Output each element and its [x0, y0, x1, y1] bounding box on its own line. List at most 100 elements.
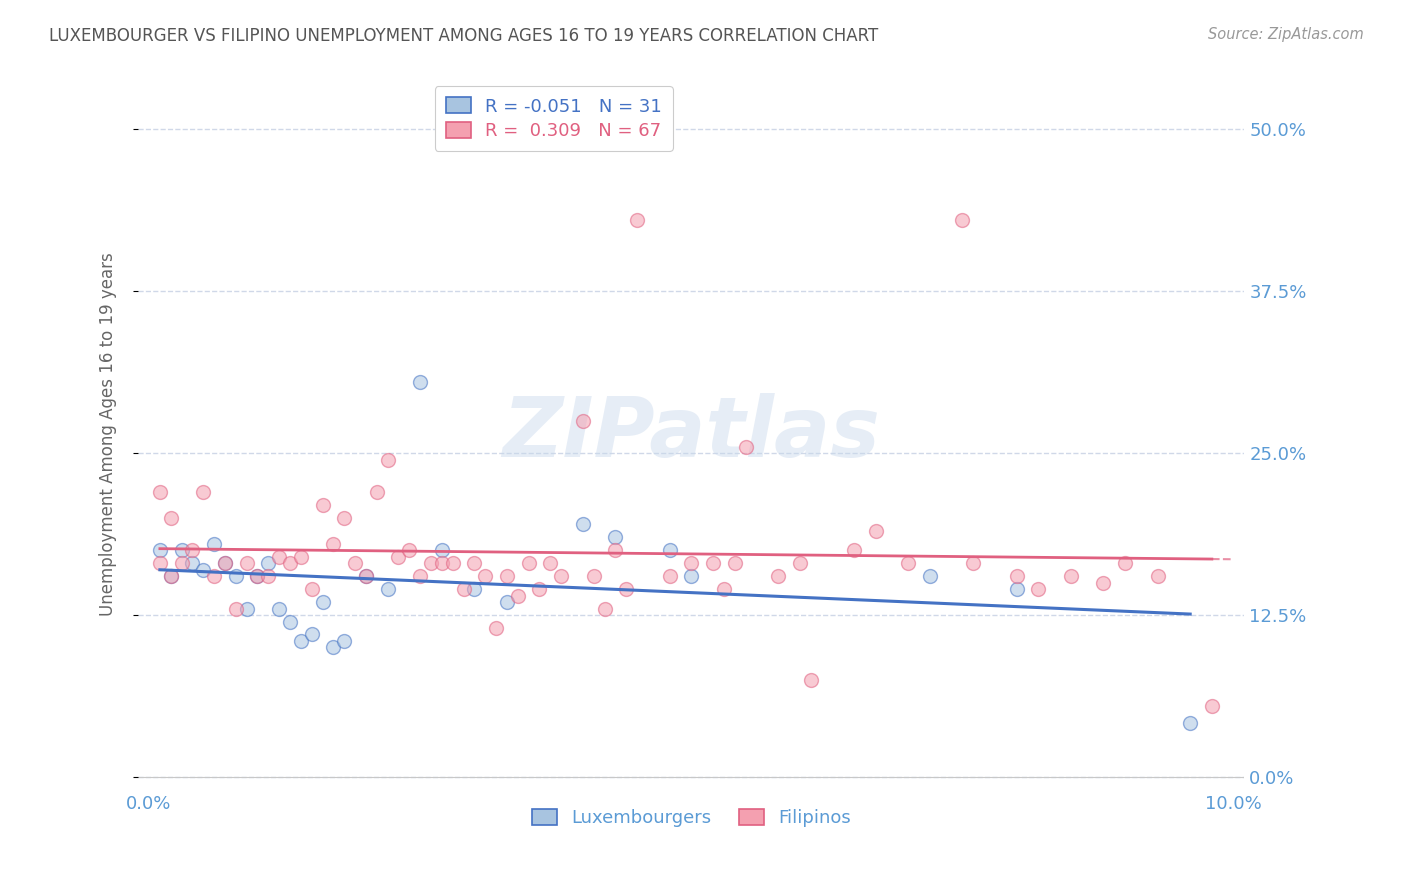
Point: [225, 569, 247, 583]
Point: [290, 634, 312, 648]
Point: [377, 452, 399, 467]
Point: [278, 615, 301, 629]
Point: [420, 556, 443, 570]
Point: [235, 556, 257, 570]
Point: [529, 582, 551, 596]
Y-axis label: Unemployment Among Ages 16 to 19 years: Unemployment Among Ages 16 to 19 years: [100, 252, 117, 615]
Point: [474, 569, 496, 583]
Point: [193, 563, 215, 577]
Point: [1060, 569, 1083, 583]
Point: [865, 524, 887, 538]
Point: [918, 569, 941, 583]
Point: [159, 569, 181, 583]
Point: [1114, 556, 1136, 570]
Point: [170, 556, 193, 570]
Point: [311, 498, 333, 512]
Point: [789, 556, 811, 570]
Point: [311, 595, 333, 609]
Point: [842, 543, 865, 558]
Point: [713, 582, 735, 596]
Point: [290, 549, 312, 564]
Point: [605, 530, 627, 544]
Point: [377, 582, 399, 596]
Point: [1146, 569, 1168, 583]
Point: [572, 414, 595, 428]
Point: [193, 485, 215, 500]
Point: [658, 543, 681, 558]
Point: [1005, 569, 1028, 583]
Point: [202, 537, 225, 551]
Point: [593, 601, 616, 615]
Point: [496, 569, 519, 583]
Point: [354, 569, 377, 583]
Point: [453, 582, 475, 596]
Point: [1005, 582, 1028, 596]
Point: [159, 569, 181, 583]
Point: [614, 582, 637, 596]
Point: [681, 569, 703, 583]
Point: [766, 569, 789, 583]
Point: [181, 556, 204, 570]
Point: [897, 556, 920, 570]
Point: [149, 543, 172, 558]
Point: [214, 556, 236, 570]
Point: [430, 543, 453, 558]
Point: [800, 673, 823, 687]
Point: [246, 569, 269, 583]
Point: [734, 440, 756, 454]
Point: [952, 213, 974, 227]
Point: [354, 569, 377, 583]
Point: [235, 601, 257, 615]
Point: [1178, 715, 1201, 730]
Text: LUXEMBOURGER VS FILIPINO UNEMPLOYMENT AMONG AGES 16 TO 19 YEARS CORRELATION CHAR: LUXEMBOURGER VS FILIPINO UNEMPLOYMENT AM…: [49, 27, 879, 45]
Point: [1028, 582, 1050, 596]
Point: [962, 556, 984, 570]
Point: [702, 556, 724, 570]
Point: [269, 601, 291, 615]
Point: [582, 569, 605, 583]
Point: [202, 569, 225, 583]
Point: [322, 537, 344, 551]
Point: [387, 549, 409, 564]
Point: [344, 556, 367, 570]
Point: [463, 556, 485, 570]
Point: [409, 569, 432, 583]
Point: [246, 569, 269, 583]
Point: [149, 485, 172, 500]
Point: [626, 213, 648, 227]
Point: [572, 517, 595, 532]
Point: [366, 485, 388, 500]
Point: [170, 543, 193, 558]
Point: [496, 595, 519, 609]
Point: [724, 556, 747, 570]
Text: Source: ZipAtlas.com: Source: ZipAtlas.com: [1208, 27, 1364, 42]
Point: [1092, 575, 1115, 590]
Point: [605, 543, 627, 558]
Point: [463, 582, 485, 596]
Legend: Luxembourgers, Filipinos: Luxembourgers, Filipinos: [524, 802, 858, 834]
Point: [214, 556, 236, 570]
Point: [681, 556, 703, 570]
Point: [441, 556, 464, 570]
Point: [225, 601, 247, 615]
Point: [409, 375, 432, 389]
Point: [257, 569, 280, 583]
Point: [257, 556, 280, 570]
Point: [301, 582, 323, 596]
Point: [278, 556, 301, 570]
Point: [517, 556, 540, 570]
Point: [398, 543, 420, 558]
Point: [538, 556, 561, 570]
Point: [550, 569, 572, 583]
Point: [322, 640, 344, 655]
Point: [301, 627, 323, 641]
Point: [333, 634, 356, 648]
Point: [181, 543, 204, 558]
Point: [159, 511, 181, 525]
Point: [269, 549, 291, 564]
Point: [430, 556, 453, 570]
Point: [506, 589, 529, 603]
Point: [1201, 698, 1223, 713]
Point: [149, 556, 172, 570]
Point: [658, 569, 681, 583]
